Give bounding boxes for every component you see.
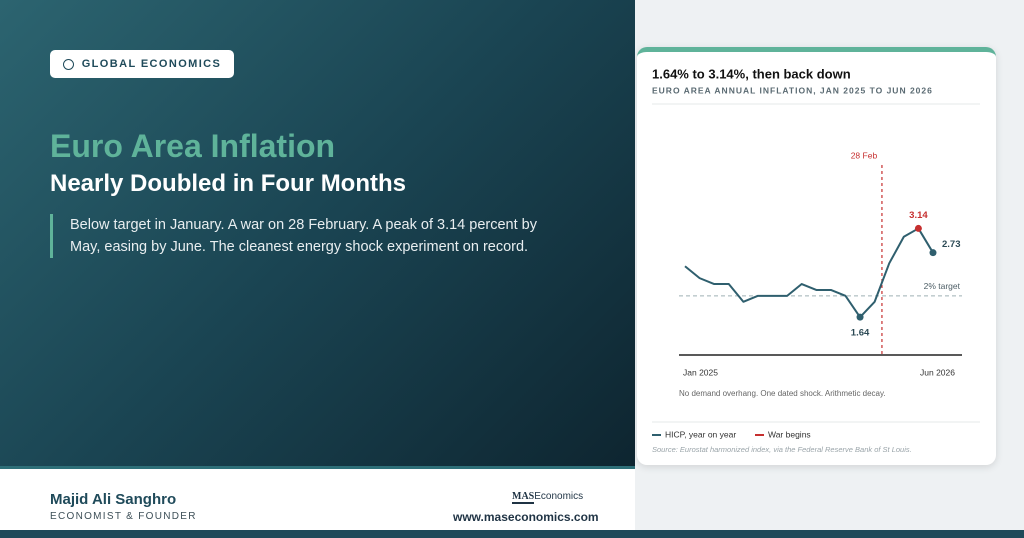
value-label: 3.14 (909, 210, 928, 221)
description: Below target in January. A war on 28 Feb… (50, 214, 570, 258)
title: Euro Area Inflation (50, 128, 336, 164)
logo: MASEconomics (512, 491, 584, 504)
badge: GLOBAL ECONOMICS (50, 50, 234, 78)
target-label: 2% target (924, 281, 961, 291)
chart-subtitle: EURO AREA ANNUAL INFLATION, JAN 2025 TO … (652, 85, 933, 95)
author-name: Majid Ali Sanghro (50, 491, 177, 508)
hero-panel: GLOBAL ECONOMICS Euro Area Inflation Nea… (0, 0, 635, 468)
event-label: 28 Feb (851, 150, 878, 160)
x-tick-label: Jun 2026 (920, 367, 955, 377)
chart: 1.64% to 3.14%, then back down EURO AREA… (652, 66, 980, 454)
author-role: ECONOMIST & FOUNDER (50, 511, 197, 522)
series-line (684, 227, 934, 319)
logo-text: Economics (534, 491, 584, 502)
legend-label: HICP, year on year (665, 429, 736, 439)
chart-card: 1.64% to 3.14%, then back down EURO AREA… (637, 47, 996, 465)
url[interactable]: www.maseconomics.com (453, 510, 599, 524)
note: No demand overhang. One dated shock. Ari… (679, 389, 886, 398)
title: Nearly Doubled in Four Months (50, 170, 407, 197)
x-tick-label: Jan 2025 (683, 367, 718, 377)
point (914, 224, 922, 232)
value-label: 1.64 (851, 328, 870, 339)
chart-title: 1.64% to 3.14%, then back down (652, 66, 851, 81)
logo-mark: MAS (512, 491, 535, 504)
source: Source: Eurostat harmonized index, via t… (652, 445, 912, 454)
legend-label: War begins (768, 429, 811, 439)
badge-text: GLOBAL ECONOMICS (81, 58, 222, 70)
point (929, 249, 937, 257)
footer: Majid Ali Sanghro ECONOMIST & FOUNDER MA… (0, 466, 635, 533)
value-label: 2.73 (942, 239, 961, 250)
point (856, 313, 864, 321)
bottom-bar (0, 530, 1024, 538)
